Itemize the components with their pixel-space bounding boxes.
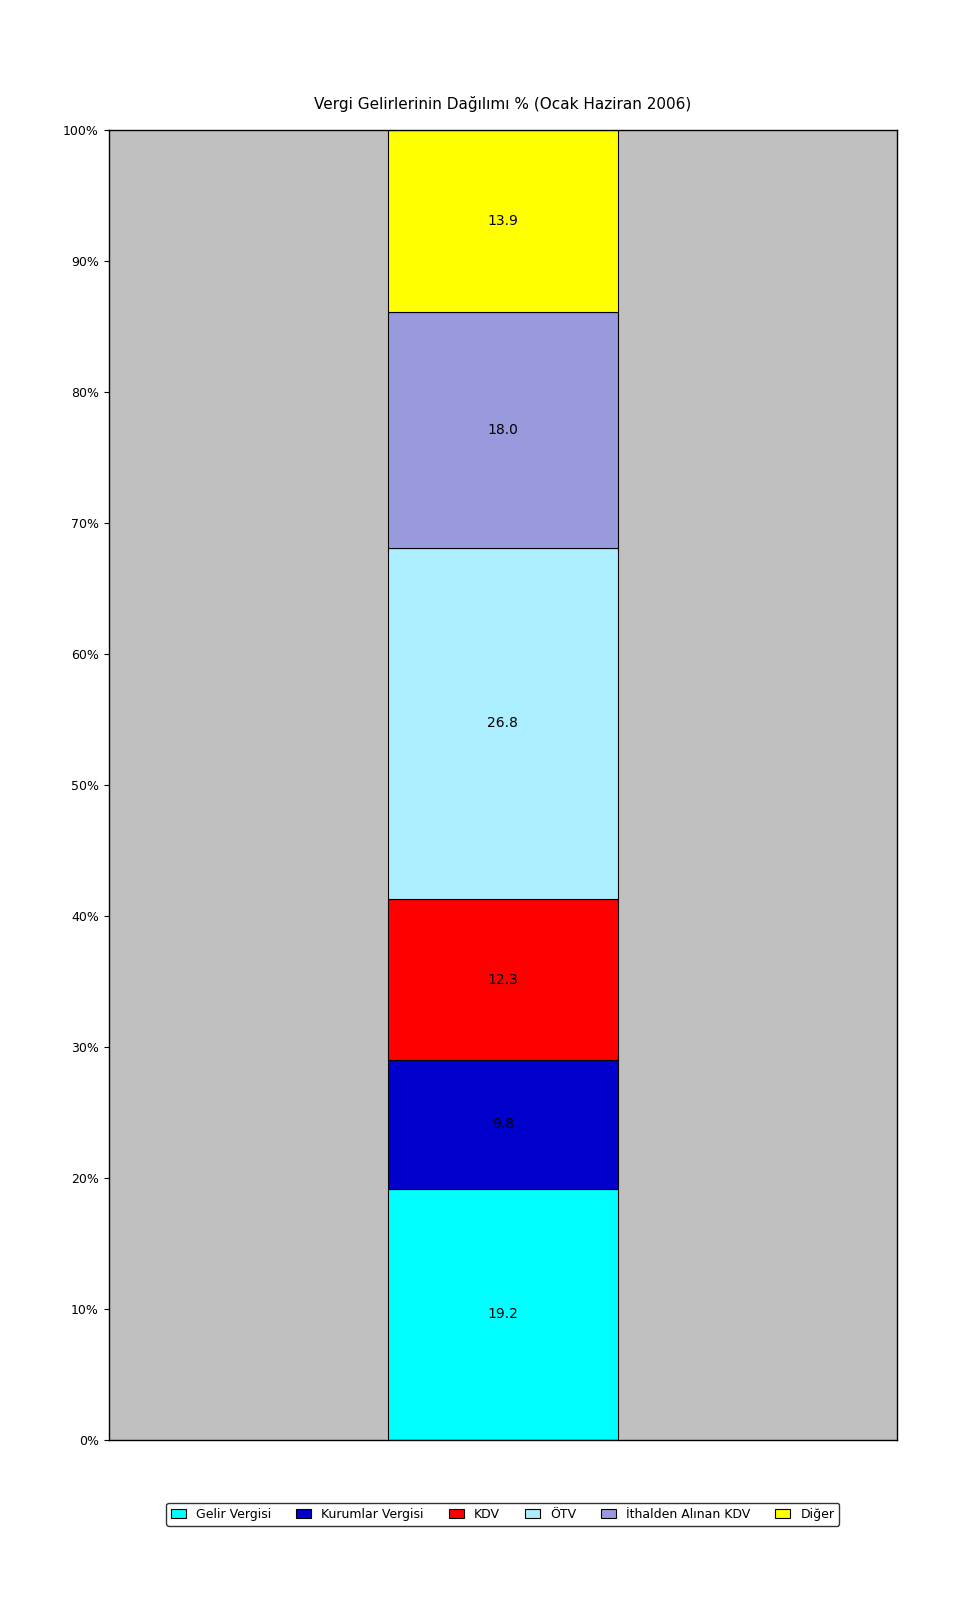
Bar	[388, 1061, 618, 1188]
Bar	[388, 312, 618, 548]
Text: 19.2: 19.2	[488, 1308, 518, 1321]
Text: 13.9: 13.9	[488, 213, 518, 228]
Bar	[388, 899, 618, 1061]
Bar	[388, 548, 618, 899]
Legend: Gelir Vergisi, Kurumlar Vergisi, KDV, ÖTV, İthalden Alınan KDV, Diğer: Gelir Vergisi, Kurumlar Vergisi, KDV, ÖT…	[166, 1502, 839, 1526]
Text: 26.8: 26.8	[488, 716, 518, 731]
Title: Vergi Gelirlerinin Dağılımı % (Ocak Haziran 2006): Vergi Gelirlerinin Dağılımı % (Ocak Hazi…	[314, 95, 691, 112]
Text: 12.3: 12.3	[488, 972, 518, 986]
Text: 18.0: 18.0	[488, 422, 518, 437]
Text: 9.8: 9.8	[492, 1117, 514, 1132]
Bar	[388, 129, 618, 312]
Bar	[388, 1188, 618, 1441]
